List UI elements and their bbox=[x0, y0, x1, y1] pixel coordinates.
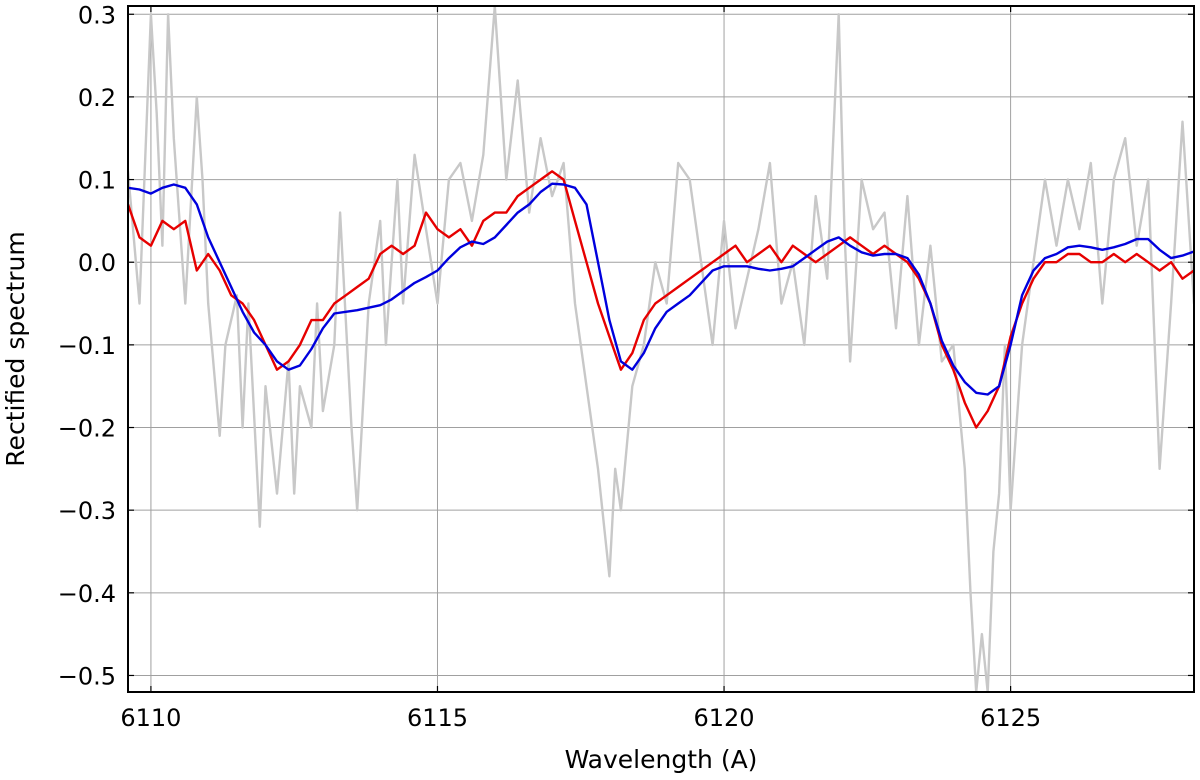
y-tick-label: 0.0 bbox=[78, 249, 116, 277]
y-axis-label: Rectified spectrum bbox=[1, 231, 30, 466]
x-tick-label: 6110 bbox=[120, 704, 181, 732]
y-tick-label: −0.5 bbox=[58, 662, 116, 690]
y-tick-label: 0.2 bbox=[78, 84, 116, 112]
y-tick-label: −0.3 bbox=[58, 497, 116, 525]
noisy-spectrum-line bbox=[128, 6, 1194, 692]
x-tick-label: 6115 bbox=[407, 704, 468, 732]
series-lines bbox=[128, 6, 1194, 692]
tick-marks bbox=[128, 6, 1194, 692]
y-tick-label: −0.4 bbox=[58, 580, 116, 608]
y-tick-label: −0.2 bbox=[58, 415, 116, 443]
tick-labels: 6110 6115 6120 6125 0.3 0.2 0.1 0.0 −0.1 −0.2 −0.3… bbox=[58, 1, 1041, 732]
x-tick-label: 6120 bbox=[694, 704, 755, 732]
y-tick-label: 0.1 bbox=[78, 167, 116, 195]
x-axis-label: Wavelength (A) bbox=[565, 745, 758, 774]
y-tick-label: 0.3 bbox=[78, 1, 116, 29]
model-spectrum-line bbox=[128, 182, 1194, 396]
x-tick-label: 6125 bbox=[980, 704, 1041, 732]
plot-frame bbox=[127, 5, 1195, 693]
y-tick-label: −0.1 bbox=[58, 332, 116, 360]
